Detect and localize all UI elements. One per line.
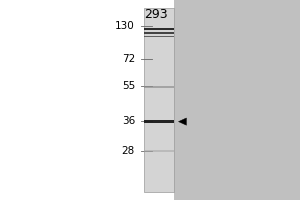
FancyBboxPatch shape (144, 86, 174, 88)
FancyBboxPatch shape (144, 28, 174, 30)
Polygon shape (178, 118, 186, 125)
FancyBboxPatch shape (144, 32, 174, 34)
FancyBboxPatch shape (174, 0, 300, 200)
Text: 293: 293 (144, 8, 168, 21)
FancyBboxPatch shape (144, 8, 174, 192)
FancyBboxPatch shape (144, 36, 174, 37)
Text: 28: 28 (122, 146, 135, 156)
Text: 55: 55 (122, 81, 135, 91)
Text: 72: 72 (122, 54, 135, 64)
FancyBboxPatch shape (144, 120, 174, 123)
FancyBboxPatch shape (144, 150, 174, 152)
Text: 36: 36 (122, 116, 135, 126)
Text: 130: 130 (115, 21, 135, 31)
